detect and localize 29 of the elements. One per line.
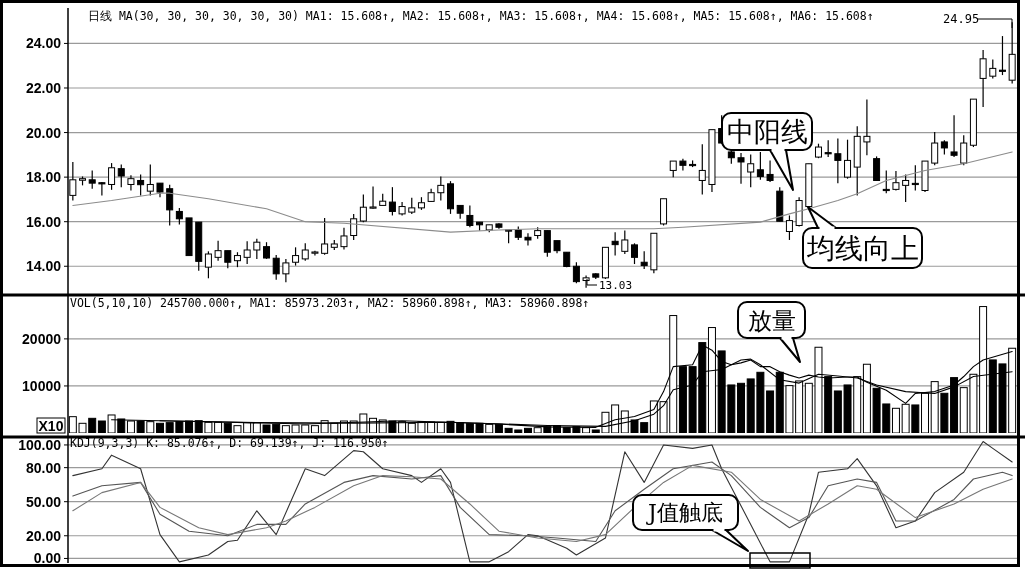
annotation: 放量: [747, 306, 796, 335]
y-tick-label: 20.00: [25, 527, 62, 544]
y-tick-label: 20000: [22, 330, 62, 347]
y-tick-label: 100.00: [18, 436, 62, 453]
callout: 24.95: [943, 12, 1013, 29]
annotation: 均线向上: [805, 232, 919, 266]
y-tick-label: 80.00: [25, 459, 62, 476]
y-tick-label: 50.00: [25, 493, 62, 510]
y-tick-label: 22.00: [25, 79, 62, 96]
y-tick-label: 0.00: [33, 550, 62, 567]
callout: J值触底: [632, 494, 811, 569]
y-tick-label: 10000: [22, 377, 62, 394]
annotation: 13.03: [599, 279, 633, 292]
callout: X10: [36, 417, 66, 434]
callout: 均线向上: [802, 206, 923, 269]
y-tick-label: 20.00: [25, 124, 62, 141]
y-tick-label: 24.00: [25, 35, 62, 52]
callout: 放量: [737, 301, 806, 363]
chart-title: VOL(5,10,10) 245700.000↑, MA1: 85973.203↑, MA2: 58960.898↑, MA3: 58960.898↑: [70, 296, 590, 310]
annotation: 中阳线: [726, 116, 808, 148]
annotation: J值触底: [646, 500, 723, 526]
callout: 13.03: [586, 278, 633, 292]
y-tick-label: 14.00: [25, 258, 62, 275]
chart-title: 日线 MA(30, 30, 30, 30, 30, 30) MA1: 15.608↑, MA2: 15.608↑, MA3: 15.608↑, MA4: 15.608↑, MA5: 15.608↑, MA6: 15.608↑: [88, 9, 874, 23]
annotation: 24.95: [943, 12, 980, 26]
y-tick-label: 16.00: [25, 213, 62, 230]
chart-title: KDJ(9,3,3) K: 85.076↑, D: 69.139↑, J: 116.950↑: [70, 436, 389, 450]
callout: 中阳线: [721, 112, 813, 191]
y-tick-label: 18.00: [25, 169, 62, 186]
